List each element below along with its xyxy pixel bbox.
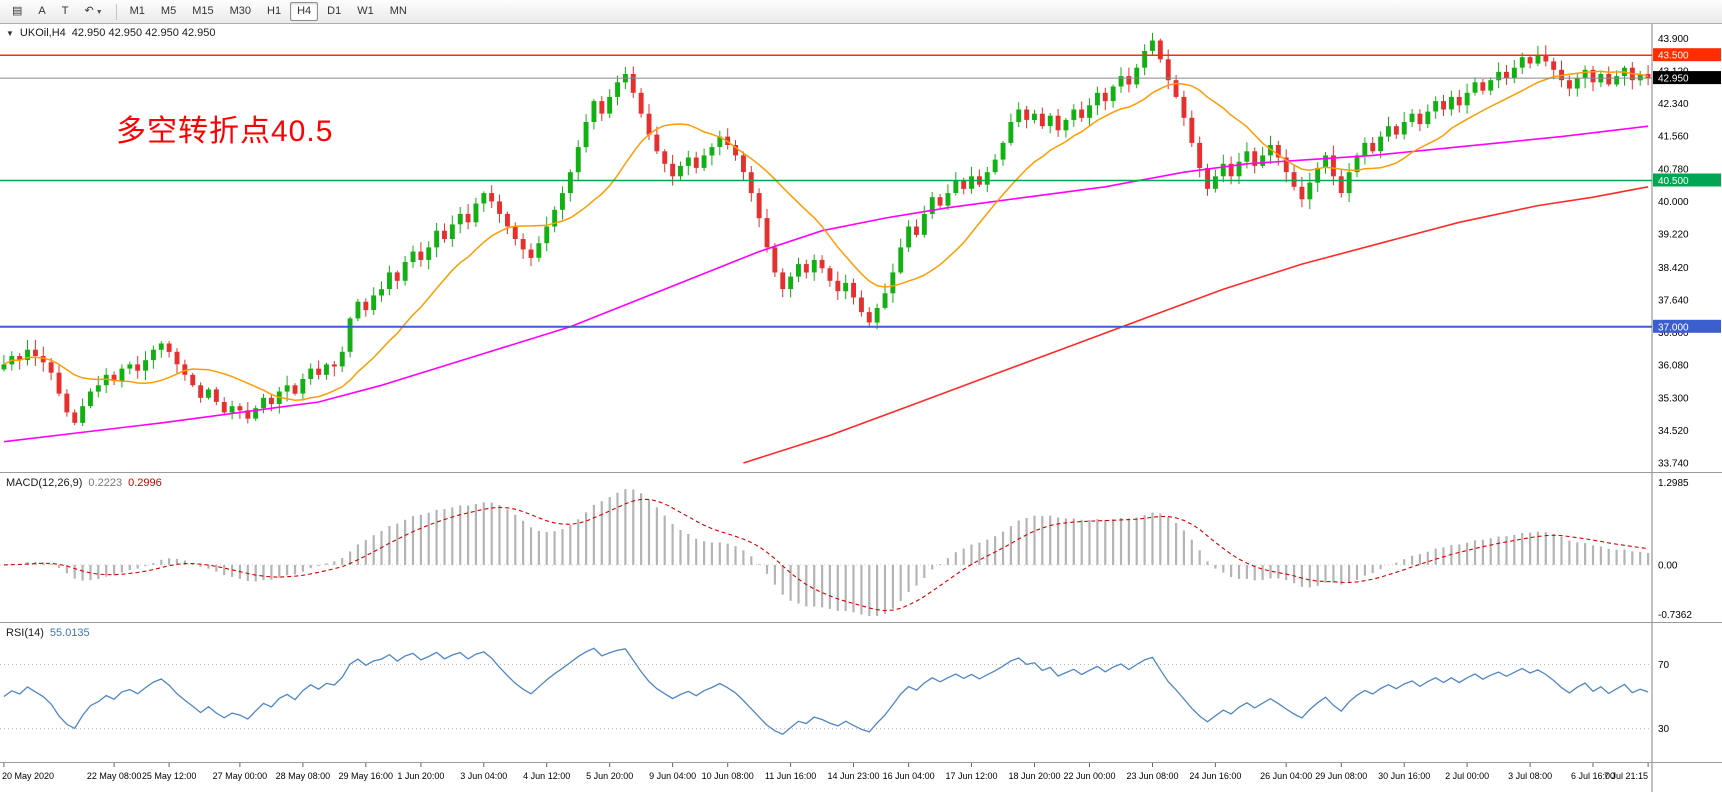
main-chart-panel: 43.90043.12042.34041.56040.78040.00039.2… — [0, 24, 1722, 472]
svg-text:39.220: 39.220 — [1658, 230, 1689, 241]
timeframe-button-w1[interactable]: W1 — [357, 5, 374, 17]
svg-text:34.520: 34.520 — [1658, 426, 1689, 437]
svg-text:42.950: 42.950 — [1658, 74, 1689, 85]
svg-text:36.080: 36.080 — [1658, 361, 1689, 372]
timeframe-button-h1[interactable]: H1 — [267, 5, 282, 17]
macd-name: MACD(12,26,9) — [6, 477, 83, 489]
svg-text:40.000: 40.000 — [1658, 197, 1689, 208]
svg-text:29 May 16:00: 29 May 16:00 — [339, 771, 394, 781]
svg-text:9 Jun 04:00: 9 Jun 04:00 — [649, 771, 696, 781]
svg-text:43.500: 43.500 — [1658, 51, 1689, 62]
text-label-tool-button[interactable]: T — [55, 2, 76, 21]
arrow-objects-button[interactable]: ↶ ▼ — [77, 2, 109, 22]
svg-text:40.780: 40.780 — [1658, 164, 1689, 175]
svg-text:2 Jul 00:00: 2 Jul 00:00 — [1445, 771, 1489, 781]
svg-text:36.860: 36.860 — [1658, 328, 1689, 339]
dropdown-caret-icon: ▼ — [95, 8, 103, 16]
svg-text:6 Jul 16:00: 6 Jul 16:00 — [1571, 771, 1615, 781]
toolbar-separator — [115, 3, 117, 20]
timeframe-button-m30[interactable]: M30 — [229, 5, 252, 17]
timeframe-button-mn[interactable]: MN — [389, 5, 407, 17]
text-label-tool-icon: T — [61, 5, 69, 17]
svg-text:35.300: 35.300 — [1658, 393, 1689, 404]
svg-text:1.2985: 1.2985 — [1658, 478, 1689, 489]
cursor-tool-button[interactable]: A — [31, 2, 52, 21]
cursor-tool-icon: A — [38, 5, 46, 17]
svg-text:25 May 12:00: 25 May 12:00 — [142, 771, 197, 781]
chart-title-bar: ▼ UKOil,H4 42.950 42.950 42.950 42.950 — [6, 27, 216, 39]
svg-text:10 Jun 08:00: 10 Jun 08:00 — [702, 771, 754, 781]
svg-text:4 Jun 12:00: 4 Jun 12:00 — [523, 771, 570, 781]
svg-text:30 Jun 16:00: 30 Jun 16:00 — [1378, 771, 1430, 781]
svg-text:24 Jun 16:00: 24 Jun 16:00 — [1189, 771, 1241, 781]
timeframe-switcher: M1 M5 M15 M30 H1 H4 D1 W1 MN — [122, 2, 415, 21]
svg-text:28 May 08:00: 28 May 08:00 — [276, 771, 331, 781]
timeframe-button-h4[interactable]: H4 — [290, 2, 319, 21]
rsi-name: RSI(14) — [6, 627, 44, 639]
svg-text:26 Jun 04:00: 26 Jun 04:00 — [1260, 771, 1312, 781]
svg-text:30: 30 — [1658, 724, 1670, 735]
svg-text:43.900: 43.900 — [1658, 34, 1689, 45]
svg-text:1 Jun 20:00: 1 Jun 20:00 — [397, 771, 444, 781]
chart-window-icon: ▤ — [12, 5, 23, 17]
svg-text:38.420: 38.420 — [1658, 263, 1689, 274]
ohlc-values: 42.950 42.950 42.950 42.950 — [71, 27, 216, 39]
svg-text:41.560: 41.560 — [1658, 132, 1689, 143]
svg-text:22 May 08:00: 22 May 08:00 — [87, 771, 142, 781]
timeframe-button-m5[interactable]: M5 — [160, 5, 177, 17]
svg-text:22 Jun 00:00: 22 Jun 00:00 — [1063, 771, 1115, 781]
svg-text:16 Jun 04:00: 16 Jun 04:00 — [883, 771, 935, 781]
time-axis-panel: 20 May 2020 22 May 08:00 25 May 12:00 27 Ma… — [0, 762, 1722, 792]
svg-text:11 Jun 16:00: 11 Jun 16:00 — [765, 771, 816, 781]
timeframe-button-m15[interactable]: M15 — [192, 5, 214, 17]
rsi-value: 55.0135 — [49, 627, 90, 639]
svg-text:17 Jun 12:00: 17 Jun 12:00 — [945, 771, 997, 781]
rsi-panel: 70 30 RSI(14) 55.0135 — [0, 622, 1722, 762]
svg-text:3 Jul 08:00: 3 Jul 08:00 — [1508, 771, 1552, 781]
svg-text:23 Jun 08:00: 23 Jun 08:00 — [1126, 771, 1178, 781]
arrow-objects-icon: ↶ — [84, 4, 94, 17]
svg-text:40.500: 40.500 — [1658, 176, 1689, 187]
macd-canvas[interactable]: 1.2985 0.00 -0.7362 — [0, 473, 1722, 622]
svg-text:0.00: 0.00 — [1658, 560, 1678, 571]
time-axis[interactable]: 20 May 2020 22 May 08:00 25 May 12:00 27 Ma… — [0, 763, 1722, 792]
svg-text:29 Jun 08:00: 29 Jun 08:00 — [1315, 771, 1367, 781]
drawing-tools: ▤ A T ↶ ▼ — [4, 2, 111, 22]
svg-text:5 Jun 20:00: 5 Jun 20:00 — [586, 771, 633, 781]
chart-annotation-text: 多空转折点40.5 — [116, 115, 334, 148]
svg-text:37.000: 37.000 — [1658, 322, 1689, 333]
chart-window-button[interactable]: ▤ — [5, 2, 29, 21]
macd-label: MACD(12,26,9) 0.2223 0.2996 — [6, 477, 162, 489]
macd-panel: 1.2985 0.00 -0.7362 MACD(12,26,9) 0.2223 0… — [0, 472, 1722, 622]
toolbar: ▤ A T ↶ ▼ M1 M5 M15 M30 H1 H4 D1 W1 MN — [0, 0, 1722, 24]
rsi-label: RSI(14) 55.0135 — [6, 627, 90, 639]
macd-value-signal: 0.2996 — [128, 477, 162, 489]
svg-text:14 Jun 23:00: 14 Jun 23:00 — [827, 771, 879, 781]
chevron-down-icon[interactable]: ▼ — [6, 28, 14, 38]
svg-text:-0.7362: -0.7362 — [1658, 610, 1692, 621]
svg-text:18 Jun 20:00: 18 Jun 20:00 — [1008, 771, 1060, 781]
svg-text:33.740: 33.740 — [1658, 459, 1689, 470]
svg-text:70: 70 — [1658, 660, 1670, 671]
symbol-timeframe-label: UKOil,H4 — [19, 27, 66, 39]
timeframe-button-d1[interactable]: D1 — [327, 5, 342, 17]
svg-text:37.640: 37.640 — [1658, 296, 1689, 307]
macd-value-main: 0.2223 — [88, 477, 123, 489]
svg-text:7 Jul 21:15: 7 Jul 21:15 — [1604, 771, 1648, 781]
svg-text:20 May 2020: 20 May 2020 — [2, 771, 54, 781]
timeframe-button-m1[interactable]: M1 — [129, 5, 145, 17]
svg-text:42.340: 42.340 — [1658, 99, 1689, 110]
svg-text:27 May 00:00: 27 May 00:00 — [213, 771, 268, 781]
rsi-canvas[interactable]: 70 30 — [0, 623, 1722, 762]
svg-text:3 Jun 04:00: 3 Jun 04:00 — [460, 771, 507, 781]
price-chart-canvas[interactable]: 43.90043.12042.34041.56040.78040.00039.2… — [0, 24, 1722, 472]
